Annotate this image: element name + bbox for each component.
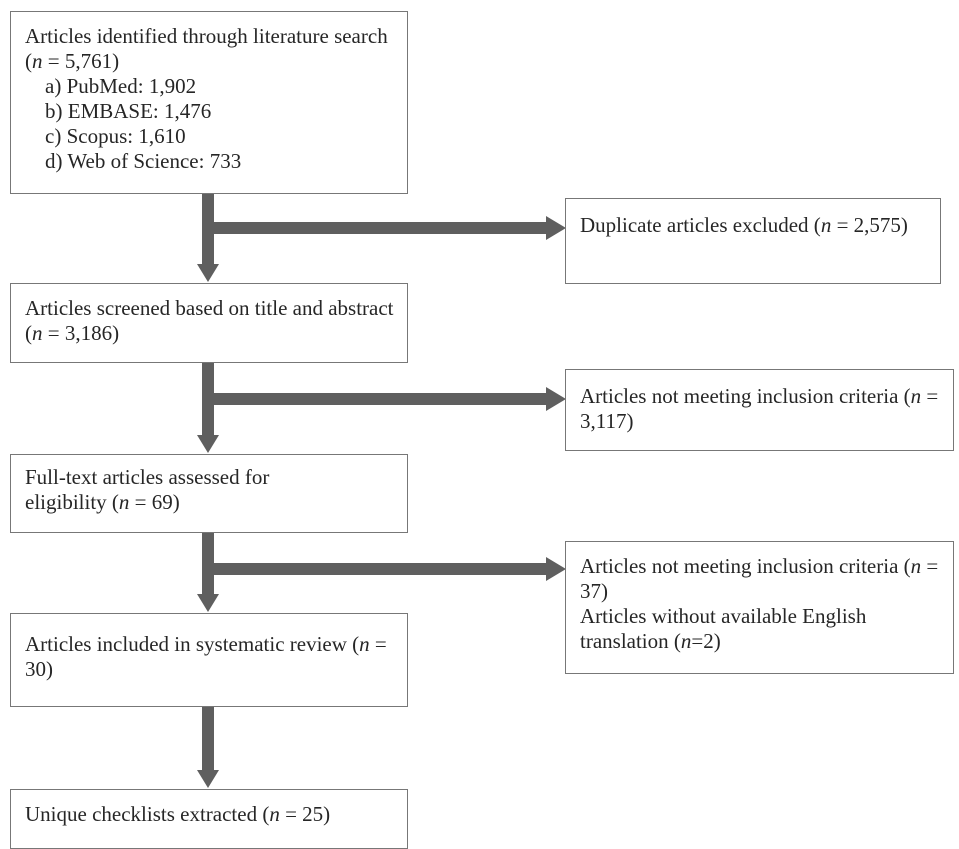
arrowhead-right-3 xyxy=(546,557,566,581)
source-list: a) PubMed: 1,902 b) EMBASE: 1,476 c) Sco… xyxy=(25,74,397,174)
extracted-text: Unique checklists extracted (n = 25) xyxy=(25,802,331,826)
fulltext-text: Full-text articles assessed for eligibil… xyxy=(25,465,270,514)
arrowhead-down-4 xyxy=(197,770,219,788)
screened-text: Articles screened based on title and abs… xyxy=(25,296,394,345)
extracted-box: Unique checklists extracted (n = 25) xyxy=(10,789,408,849)
arrow-right-1 xyxy=(214,222,546,234)
arrowhead-down-2 xyxy=(197,435,219,453)
duplicates-text: Duplicate articles excluded (n = 2,575) xyxy=(580,213,908,237)
included-box: Articles included in systematic review (… xyxy=(10,613,408,707)
duplicates-box: Duplicate articles excluded (n = 2,575) xyxy=(565,198,941,284)
source-item: b) EMBASE: 1,476 xyxy=(45,99,212,123)
arrowhead-right-1 xyxy=(546,216,566,240)
no-translation-text: Articles without available English trans… xyxy=(580,604,867,653)
arrow-down-4 xyxy=(202,706,214,770)
not-meeting-box-2: Articles not meeting inclusion criteria … xyxy=(565,541,954,674)
arrow-right-2 xyxy=(214,393,546,405)
arrowhead-right-2 xyxy=(546,387,566,411)
not-meeting-box-1: Articles not meeting inclusion criteria … xyxy=(565,369,954,451)
screened-box: Articles screened based on title and abs… xyxy=(10,283,408,363)
fulltext-box: Full-text articles assessed for eligibil… xyxy=(10,454,408,533)
arrow-down-1 xyxy=(202,193,214,264)
included-text: Articles included in systematic review (… xyxy=(25,632,387,681)
arrow-down-3 xyxy=(202,532,214,594)
arrowhead-down-1 xyxy=(197,264,219,282)
source-item: a) PubMed: 1,902 xyxy=(45,74,197,98)
arrow-right-3 xyxy=(214,563,546,575)
arrowhead-down-3 xyxy=(197,594,219,612)
identified-box: Articles identified through literature s… xyxy=(10,11,408,194)
source-item: d) Web of Science: 733 xyxy=(45,149,242,173)
identified-text: Articles identified through literature s… xyxy=(25,24,388,73)
arrow-down-2 xyxy=(202,362,214,435)
not-meeting-text-2: Articles not meeting inclusion criteria … xyxy=(580,554,939,603)
not-meeting-text-1: Articles not meeting inclusion criteria … xyxy=(580,384,939,433)
source-item: c) Scopus: 1,610 xyxy=(45,124,186,148)
